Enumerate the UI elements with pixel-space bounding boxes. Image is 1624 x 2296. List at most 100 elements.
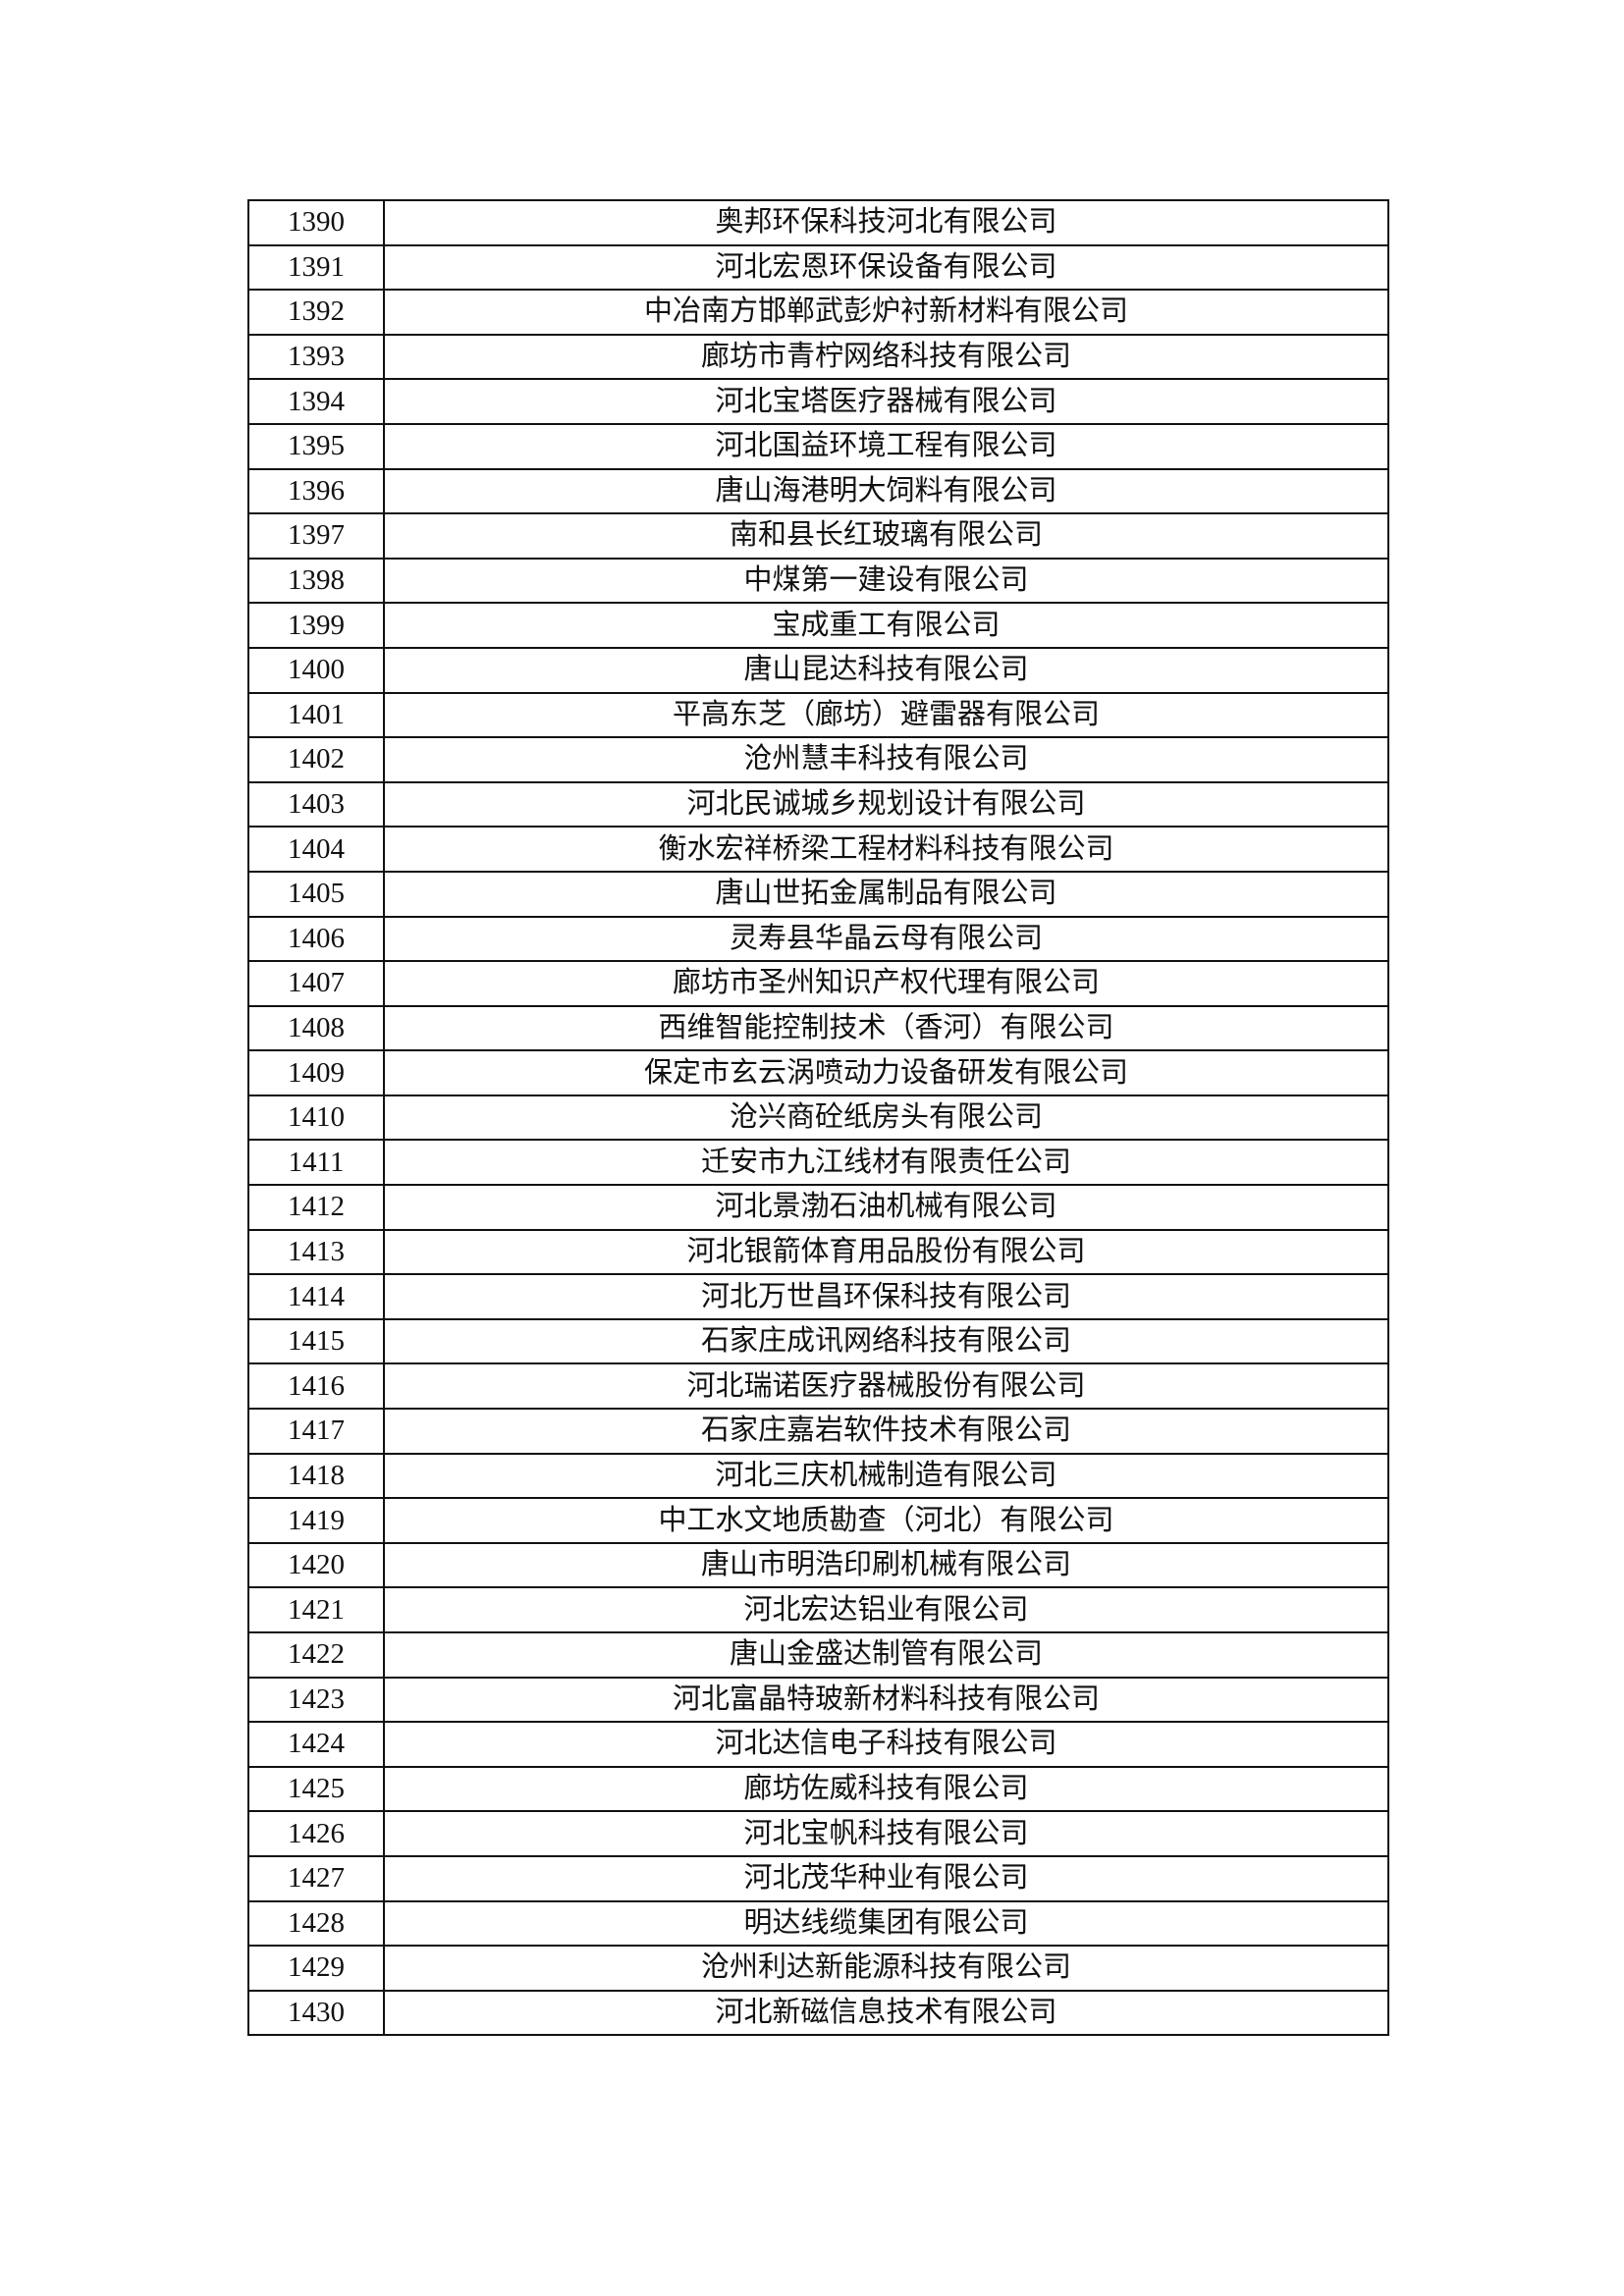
table-row: 1391 河北宏恩环保设备有限公司 (247, 243, 1389, 292)
table-row: 1430 河北新磁信息技术有限公司 (247, 1989, 1389, 2037)
company-list-table: 1390 奥邦环保科技河北有限公司 1391 河北宏恩环保设备有限公司 1392 中冶南方… (247, 199, 1389, 2037)
company-name: 沧州慧丰科技有限公司 (383, 736, 1389, 783)
row-number: 1396 (247, 467, 385, 515)
table-row: 1400 唐山昆达科技有限公司 (247, 646, 1389, 694)
table-row: 1411 迁安市九江线材有限责任公司 (247, 1139, 1389, 1187)
row-number: 1393 (247, 333, 385, 381)
table-row: 1409 保定市玄云涡喷动力设备研发有限公司 (247, 1049, 1389, 1096)
company-name: 石家庄嘉岩软件技术有限公司 (383, 1408, 1389, 1455)
row-number: 1404 (247, 826, 385, 873)
company-name: 衡水宏祥桥梁工程材料科技有限公司 (383, 826, 1389, 873)
row-number: 1408 (247, 1004, 385, 1052)
table-row: 1395 河北国益环境工程有限公司 (247, 422, 1389, 470)
company-name: 中煤第一建设有限公司 (383, 557, 1389, 605)
row-number: 1394 (247, 378, 385, 425)
table-row: 1397 南和县长红玻璃有限公司 (247, 512, 1389, 560)
company-name: 河北宝帆科技有限公司 (383, 1810, 1389, 1857)
company-name: 河北瑞诺医疗器械股份有限公司 (383, 1362, 1389, 1411)
company-name: 河北宏达铝业有限公司 (383, 1586, 1389, 1633)
row-number: 1406 (247, 915, 385, 963)
table-row: 1421 河北宏达铝业有限公司 (247, 1586, 1389, 1633)
company-name: 河北景渤石油机械有限公司 (383, 1184, 1389, 1231)
row-number: 1398 (247, 557, 385, 605)
row-number: 1424 (247, 1721, 385, 1768)
row-number: 1415 (247, 1317, 385, 1365)
table-row: 1392 中冶南方邯郸武彭炉衬新材料有限公司 (247, 289, 1389, 336)
row-number: 1401 (247, 691, 385, 739)
table-row: 1402 沧州慧丰科技有限公司 (247, 736, 1389, 783)
table-row: 1390 奥邦环保科技河北有限公司 (247, 199, 1389, 246)
company-name: 河北宝塔医疗器械有限公司 (383, 378, 1389, 425)
row-number: 1416 (247, 1362, 385, 1411)
table-row: 1396 唐山海港明大饲料有限公司 (247, 467, 1389, 515)
table-row: 1398 中煤第一建设有限公司 (247, 557, 1389, 605)
row-number: 1410 (247, 1094, 385, 1142)
company-name: 唐山市明浩印刷机械有限公司 (383, 1541, 1389, 1589)
row-number: 1423 (247, 1676, 385, 1724)
company-name: 河北新磁信息技术有限公司 (383, 1989, 1389, 2037)
table-row: 1417 石家庄嘉岩软件技术有限公司 (247, 1408, 1389, 1455)
row-number: 1405 (247, 870, 385, 918)
table-row: 1422 唐山金盛达制管有限公司 (247, 1631, 1389, 1679)
row-number: 1403 (247, 780, 385, 828)
company-name: 河北三庆机械制造有限公司 (383, 1452, 1389, 1500)
row-number: 1402 (247, 736, 385, 783)
table-row: 1407 廊坊市圣州知识产权代理有限公司 (247, 960, 1389, 1007)
row-number: 1409 (247, 1049, 385, 1096)
table-body: 1390 奥邦环保科技河北有限公司 1391 河北宏恩环保设备有限公司 1392 中冶南方… (247, 199, 1389, 2037)
row-number: 1414 (247, 1273, 385, 1320)
company-name: 灵寿县华晶云母有限公司 (383, 915, 1389, 963)
table-row: 1406 灵寿县华晶云母有限公司 (247, 915, 1389, 963)
company-name: 廊坊佐威科技有限公司 (383, 1765, 1389, 1813)
company-name: 河北民诚城乡规划设计有限公司 (383, 780, 1389, 828)
company-name: 河北万世昌环保科技有限公司 (383, 1273, 1389, 1320)
table-row: 1394 河北宝塔医疗器械有限公司 (247, 378, 1389, 425)
table-row: 1424 河北达信电子科技有限公司 (247, 1721, 1389, 1768)
company-name: 明达线缆集团有限公司 (383, 1899, 1389, 1948)
table-row: 1412 河北景渤石油机械有限公司 (247, 1184, 1389, 1231)
table-row: 1401 平高东芝（廊坊）避雷器有限公司 (247, 691, 1389, 739)
company-name: 沧州利达新能源科技有限公司 (383, 1945, 1389, 1992)
company-name: 南和县长红玻璃有限公司 (383, 512, 1389, 560)
company-name: 宝成重工有限公司 (383, 602, 1389, 649)
table-row: 1408 西维智能控制技术（香河）有限公司 (247, 1004, 1389, 1052)
table-row: 1416 河北瑞诺医疗器械股份有限公司 (247, 1362, 1389, 1411)
company-name: 保定市玄云涡喷动力设备研发有限公司 (383, 1049, 1389, 1096)
table-row: 1420 唐山市明浩印刷机械有限公司 (247, 1541, 1389, 1589)
company-name: 石家庄成讯网络科技有限公司 (383, 1317, 1389, 1365)
company-name: 廊坊市圣州知识产权代理有限公司 (383, 960, 1389, 1007)
company-name: 河北宏恩环保设备有限公司 (383, 243, 1389, 292)
row-number: 1392 (247, 289, 385, 336)
company-name: 平高东芝（廊坊）避雷器有限公司 (383, 691, 1389, 739)
row-number: 1407 (247, 960, 385, 1007)
company-name: 廊坊市青柠网络科技有限公司 (383, 333, 1389, 381)
row-number: 1425 (247, 1765, 385, 1813)
table-row: 1429 沧州利达新能源科技有限公司 (247, 1945, 1389, 1992)
row-number: 1399 (247, 602, 385, 649)
table-row: 1414 河北万世昌环保科技有限公司 (247, 1273, 1389, 1320)
company-name: 河北茂华种业有限公司 (383, 1854, 1389, 1902)
table-row: 1405 唐山世拓金属制品有限公司 (247, 870, 1389, 918)
table-row: 1418 河北三庆机械制造有限公司 (247, 1452, 1389, 1500)
table-row: 1403 河北民诚城乡规划设计有限公司 (247, 780, 1389, 828)
row-number: 1426 (247, 1810, 385, 1857)
row-number: 1422 (247, 1631, 385, 1679)
row-number: 1397 (247, 512, 385, 560)
row-number: 1428 (247, 1899, 385, 1948)
row-number: 1429 (247, 1945, 385, 1992)
row-number: 1413 (247, 1228, 385, 1276)
company-name: 沧兴商砼纸房头有限公司 (383, 1094, 1389, 1142)
table-row: 1423 河北富晶特玻新材料科技有限公司 (247, 1676, 1389, 1724)
company-name: 唐山海港明大饲料有限公司 (383, 467, 1389, 515)
row-number: 1418 (247, 1452, 385, 1500)
company-name: 唐山金盛达制管有限公司 (383, 1631, 1389, 1679)
table-row: 1419 中工水文地质勘查（河北）有限公司 (247, 1497, 1389, 1544)
company-name: 河北达信电子科技有限公司 (383, 1721, 1389, 1768)
table-row: 1415 石家庄成讯网络科技有限公司 (247, 1317, 1389, 1365)
table-row: 1410 沧兴商砼纸房头有限公司 (247, 1094, 1389, 1142)
company-name: 中冶南方邯郸武彭炉衬新材料有限公司 (383, 289, 1389, 336)
company-name: 河北银箭体育用品股份有限公司 (383, 1228, 1389, 1276)
row-number: 1419 (247, 1497, 385, 1544)
company-name: 河北富晶特玻新材料科技有限公司 (383, 1676, 1389, 1724)
company-name: 唐山世拓金属制品有限公司 (383, 870, 1389, 918)
